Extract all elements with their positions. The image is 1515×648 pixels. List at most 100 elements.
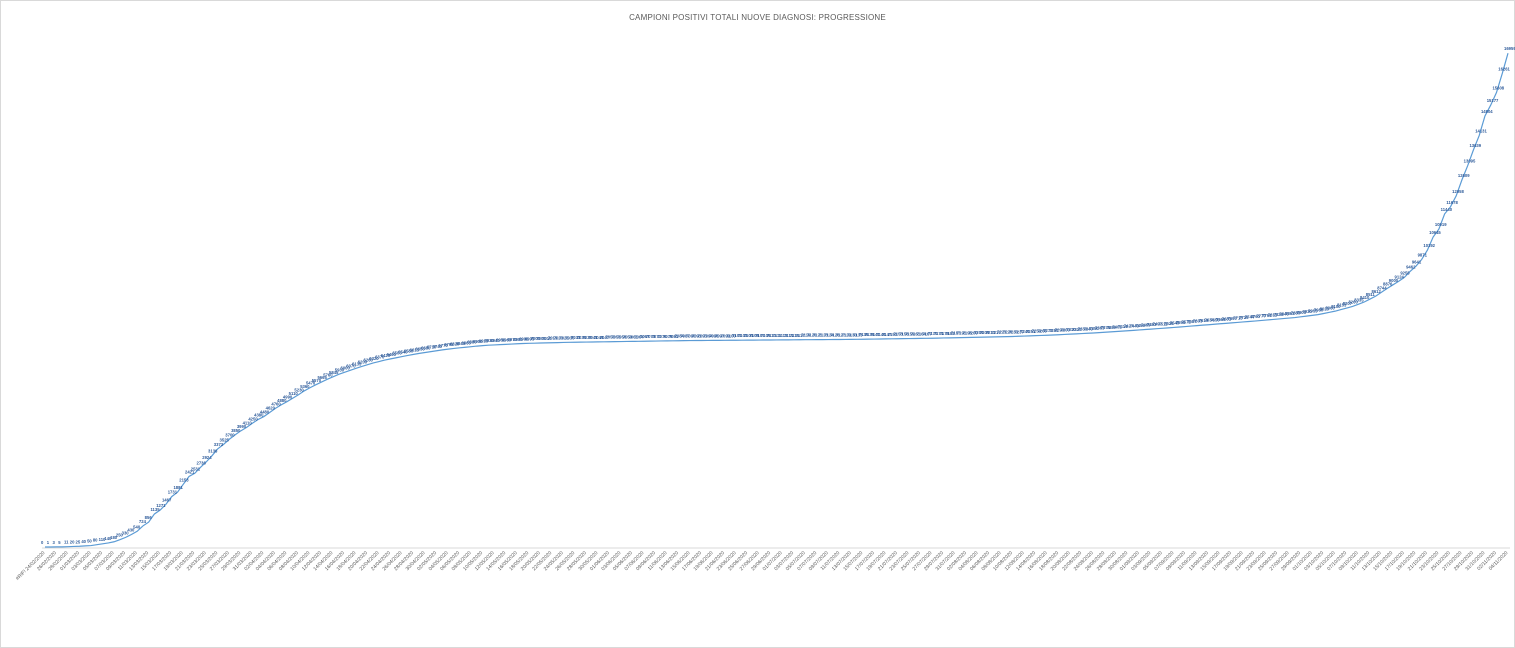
data-label: 5760 — [323, 372, 333, 377]
data-label: 7123 — [819, 333, 829, 338]
data-label: 7093 — [698, 333, 708, 338]
data-label: 6820 — [450, 341, 460, 346]
data-label: 6200 — [358, 359, 368, 364]
data-label: 6880 — [467, 340, 477, 345]
data-label: 6320 — [369, 356, 379, 361]
data-label: 7290 — [1055, 328, 1065, 333]
data-label: 6770 — [438, 343, 448, 348]
data-label: 6580 — [404, 348, 414, 353]
data-label: 7226 — [1003, 330, 1013, 335]
data-label: 8410 — [1360, 295, 1370, 300]
data-label: 9124 — [1395, 274, 1405, 279]
data-label: 8612 — [1372, 289, 1382, 294]
data-label: 7119 — [801, 333, 811, 338]
data-label: 12058 — [1452, 189, 1464, 194]
data-label: 5930 — [335, 367, 345, 372]
data-label: 9462 — [1406, 264, 1416, 269]
data-label: 7161 — [911, 331, 921, 336]
data-label: 7117 — [796, 333, 806, 338]
data-label: 7129 — [842, 332, 852, 337]
data-label: 7681 — [1222, 316, 1232, 321]
data-label: 7091 — [692, 334, 702, 339]
data-label: 7454 — [1135, 323, 1145, 328]
data-label: 7187 — [951, 331, 961, 336]
data-label: 6615 — [410, 347, 420, 352]
data-label: 7030 — [565, 335, 575, 340]
data-label: 3373 — [214, 442, 224, 447]
data-label: 7389 — [1107, 325, 1117, 330]
data-label: 7110 — [767, 333, 777, 338]
data-label: 3700 — [225, 432, 235, 437]
data-label: 4880 — [277, 398, 287, 403]
data-label: 6940 — [490, 338, 500, 343]
data-label: 6915 — [479, 339, 489, 344]
data-label: 250 — [116, 533, 124, 538]
data-label: 7179 — [940, 331, 950, 336]
data-label: 7170 — [928, 331, 938, 336]
data-label: 7070 — [646, 334, 656, 339]
data-label: 7015 — [548, 336, 558, 341]
data-label: 7104 — [744, 333, 754, 338]
data-label: 7863 — [1285, 311, 1295, 316]
data-label: 8511 — [1366, 292, 1376, 297]
data-label: 7729 — [1239, 315, 1249, 320]
data-label: 6370 — [375, 355, 385, 360]
data-label: 110 — [99, 537, 106, 542]
data-label: 6900 — [473, 339, 483, 344]
data-label: 7116 — [790, 333, 800, 338]
data-label: 7050 — [605, 335, 615, 340]
data-label: 6840 — [456, 341, 466, 346]
data-label: 9871 — [1418, 253, 1428, 258]
data-label: 7273 — [1043, 328, 1053, 333]
data-label: 1467 — [162, 497, 172, 502]
data-label: 9641 — [1412, 259, 1422, 264]
data-label: 7955 — [1308, 308, 1318, 313]
data-label: 7587 — [1187, 319, 1197, 324]
data-label: 7096 — [709, 333, 719, 338]
data-label: 7217 — [991, 330, 1001, 335]
data-label: 80 — [93, 538, 98, 543]
data-label: 2531 — [191, 466, 201, 471]
data-label: 7666 — [1216, 317, 1226, 322]
data-label: 11 — [64, 540, 69, 545]
data-label: 7100 — [726, 333, 736, 338]
data-label: 7634 — [1204, 318, 1214, 323]
data-label: 7107 — [755, 333, 765, 338]
data-label: 3990 — [237, 424, 247, 429]
data-label: 7076 — [657, 334, 667, 339]
data-label: 724 — [139, 519, 147, 524]
data-label: 6420 — [381, 353, 391, 358]
data-label: 7280 — [1049, 328, 1059, 333]
data-label: 3525 — [220, 437, 230, 442]
data-label: 1 — [47, 540, 50, 545]
data-label: 7427 — [1124, 324, 1134, 329]
data-label: 6995 — [525, 336, 535, 341]
data-label: 7209 — [980, 330, 990, 335]
data-label: 6650 — [415, 346, 425, 351]
data-label: 7619 — [1199, 318, 1209, 323]
data-label: 7150 — [888, 332, 898, 337]
data-label: 7059 — [623, 334, 633, 339]
data-label: 8020 — [1320, 306, 1330, 311]
data-label: 7124 — [824, 333, 834, 338]
data-label: 6960 — [502, 337, 512, 342]
data-label: 7191 — [957, 331, 967, 336]
data-label: 7469 — [1141, 323, 1151, 328]
data-label: 7126 — [830, 333, 840, 338]
data-label: 7650 — [1210, 317, 1220, 322]
data-label: 7167 — [922, 331, 932, 336]
data-label: 430 — [127, 527, 135, 532]
data-label: 7497 — [1153, 322, 1163, 327]
data-label: 7097 — [715, 333, 725, 338]
data-label: 4620 — [266, 405, 276, 410]
data-label: 7237 — [1014, 329, 1024, 334]
data-label: 1731 — [168, 490, 178, 495]
data-label: 7101 — [732, 333, 742, 338]
data-label: 7114 — [784, 333, 794, 338]
data-label: 7067 — [640, 334, 650, 339]
data-label: 6930 — [485, 338, 495, 343]
data-label: 7120 — [807, 333, 817, 338]
data-label: 7103 — [738, 333, 748, 338]
data-label: 3136 — [208, 449, 218, 454]
